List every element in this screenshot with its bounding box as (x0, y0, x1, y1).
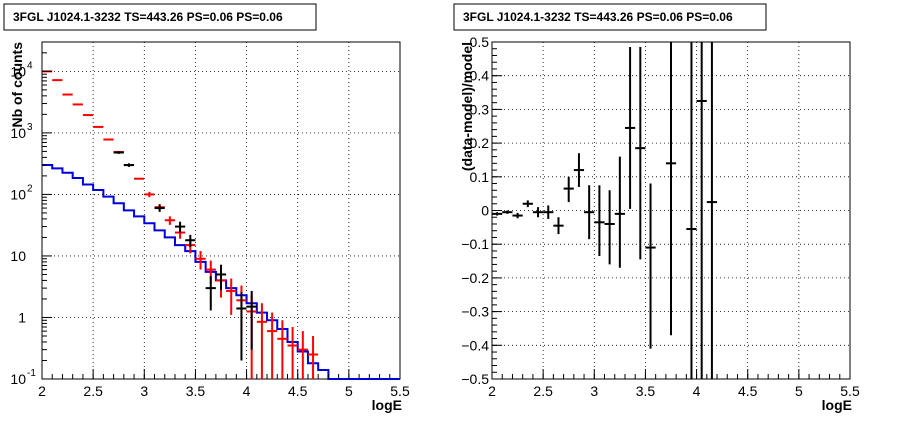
y-tick-label: −0.1 (461, 236, 489, 252)
x-tick-label: 5.5 (840, 383, 860, 399)
y-tick-exponent: 2 (27, 183, 33, 194)
model-point (164, 216, 175, 225)
right-title: 3FGL J1024.1-3232 TS=443.26 PS=0.06 PS=0… (463, 10, 733, 24)
y-tick-label: 0.3 (470, 101, 490, 117)
y-tick-exponent: -1 (27, 368, 36, 379)
residual-point (645, 183, 656, 349)
y-tick-label: 0.2 (470, 135, 490, 151)
residual-point (543, 205, 554, 219)
x-tick-label: 4.5 (738, 383, 758, 399)
residual-point (553, 217, 564, 235)
x-tick-label: 2 (488, 383, 496, 399)
right-grid (492, 42, 850, 379)
source-model-step-line (42, 164, 400, 380)
y-tick-label: 0.4 (470, 68, 490, 84)
right-title-box: 3FGL J1024.1-3232 TS=443.26 PS=0.06 PS=0… (453, 3, 767, 31)
x-tick-label: 2 (38, 383, 46, 399)
data-point (215, 264, 227, 290)
left-grid (42, 42, 400, 379)
residual-point (563, 176, 574, 203)
residual-point (522, 200, 533, 208)
data-point (113, 151, 124, 154)
right-xlabel: logE (822, 397, 852, 413)
y-tick-label: 0.1 (470, 169, 490, 185)
right-panel: 2 2.5 3 3.5 4 4.5 5 5.5 −0.5 −0.4 −0.3 −0.2 −0.1 0 0.1… (453, 3, 860, 413)
x-tick-label: 5 (795, 383, 803, 399)
y-tick-label: −0.2 (461, 270, 489, 286)
x-tick-label: 4 (243, 383, 251, 399)
x-tick-label: 3.5 (186, 383, 206, 399)
data-point (185, 234, 196, 247)
residual-point (706, 42, 718, 379)
residual-point (604, 190, 615, 265)
data-point (154, 204, 165, 212)
y-tick-label: 10 (10, 186, 26, 202)
x-tick-label: 3 (140, 383, 148, 399)
x-tick-label: 3.5 (636, 383, 656, 399)
right-ylabel: (data-model)/model (459, 42, 475, 171)
y-tick-label: −0.3 (461, 304, 489, 320)
model-point (277, 320, 288, 379)
model-point (226, 278, 237, 315)
residual-point (614, 156, 625, 268)
residual-point (635, 47, 646, 260)
left-ylabel: Nb of counts (9, 42, 25, 128)
data-point (174, 221, 186, 233)
model-point (287, 327, 298, 379)
data-point (123, 163, 135, 167)
y-tick-label: 0.5 (470, 34, 490, 50)
right-series (492, 42, 718, 379)
model-point (144, 191, 155, 198)
residual-point (502, 210, 513, 214)
x-tick-label: 5 (345, 383, 353, 399)
data-point (236, 291, 247, 361)
residual-point (686, 42, 697, 379)
residual-point (584, 185, 595, 240)
right-axes: 2 2.5 3 3.5 4 4.5 5 5.5 −0.5 −0.4 −0.3 −0.2 −0.1 0 0.1… (461, 34, 860, 399)
left-xlabel: logE (372, 397, 402, 413)
y-tick-exponent: 4 (27, 60, 33, 71)
model-point (267, 312, 278, 379)
residual-point (492, 212, 503, 216)
y-tick-label: 10 (10, 125, 26, 141)
residual-point (665, 42, 677, 336)
residual-point (512, 212, 523, 219)
x-tick-label: 4.5 (288, 383, 308, 399)
y-tick-exponent: 3 (27, 122, 33, 133)
left-title-box: 3FGL J1024.1-3232 TS=443.26 PS=0.06 PS=0… (3, 3, 317, 31)
x-tick-label: 4 (693, 383, 701, 399)
model-point (307, 335, 319, 379)
y-tick-label: 10 (10, 63, 26, 79)
y-tick-label: 1 (18, 309, 26, 325)
model-point (297, 331, 308, 379)
y-tick-label: −0.4 (461, 337, 489, 353)
x-tick-label: 5.5 (390, 383, 410, 399)
data-point (205, 276, 216, 311)
x-tick-label: 2.5 (83, 383, 103, 399)
model-point (195, 251, 206, 270)
left-plot-frame (41, 41, 401, 380)
model-point (256, 303, 268, 379)
residual-point (573, 153, 585, 187)
residual-point (594, 185, 605, 256)
y-tick-label: 10 (10, 371, 26, 387)
residual-point (624, 47, 636, 209)
x-tick-label: 3 (590, 383, 598, 399)
y-tick-label: −0.5 (461, 371, 489, 387)
residual-point (696, 42, 707, 379)
y-tick-label: 10 (10, 248, 26, 264)
residual-point (532, 207, 544, 218)
left-series (42, 70, 400, 380)
data-point (246, 290, 257, 350)
left-title: 3FGL J1024.1-3232 TS=443.26 PS=0.06 PS=0… (13, 10, 283, 24)
x-tick-label: 2.5 (533, 383, 553, 399)
y-tick-label: 0 (481, 203, 489, 219)
